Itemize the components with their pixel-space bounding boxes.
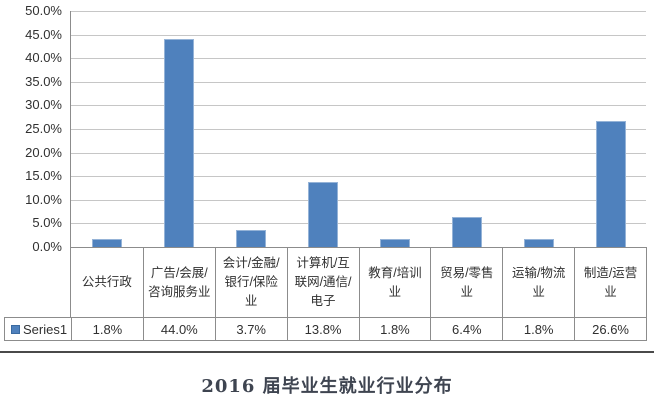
y-tick-label: 30.0% xyxy=(25,97,62,113)
value-cell-3: 13.8% xyxy=(286,318,359,340)
y-tick-label: 40.0% xyxy=(25,50,62,66)
value-cell-5: 6.4% xyxy=(430,318,502,340)
series-color-swatch-icon xyxy=(11,324,20,334)
y-axis-labels: 50.0% 45.0% 40.0% 35.0% 30.0% 25.0% 20.0% 15.0%… xyxy=(0,0,62,260)
bar-7 xyxy=(596,121,626,247)
category-label-6: 运输/物流业 xyxy=(502,248,574,317)
bar-5 xyxy=(452,217,482,247)
legend-label: Series1 xyxy=(23,321,68,337)
category-axis-row: 公共行政 广告/会展/咨询服务业 会计/金融/银行/保险业 计算机/互联网/通信/电子… xyxy=(70,247,647,317)
value-cell-7: 26.6% xyxy=(574,318,646,340)
category-label-2: 会计/金融/银行/保险业 xyxy=(214,248,287,317)
bar-4 xyxy=(380,239,410,247)
value-cell-6: 1.8% xyxy=(502,318,574,340)
gridline xyxy=(71,58,646,59)
bar-1 xyxy=(164,39,194,247)
gridline xyxy=(71,105,646,106)
y-tick-label: 35.0% xyxy=(25,73,62,89)
gridline xyxy=(71,129,646,130)
category-label-4: 教育/培训业 xyxy=(358,248,431,317)
y-tick-label: 25.0% xyxy=(25,121,62,136)
category-label-1: 广告/会展/咨询服务业 xyxy=(142,248,215,317)
gridline xyxy=(71,223,646,224)
bar-0 xyxy=(92,239,122,247)
y-tick-label: 15.0% xyxy=(25,168,62,184)
y-tick-label: 50.0% xyxy=(25,3,62,18)
bar-3 xyxy=(308,182,338,247)
gridline xyxy=(71,35,646,36)
gridline xyxy=(71,176,646,177)
value-cell-2: 3.7% xyxy=(214,318,287,340)
category-label-0: 公共行政 xyxy=(81,275,132,289)
value-cell-0: 1.8% xyxy=(71,318,143,340)
legend-entry: Series1 xyxy=(5,318,71,340)
gridline xyxy=(71,200,646,201)
chart-title: 2016 届毕业生就业行业分布 xyxy=(201,376,453,397)
value-cell-1: 44.0% xyxy=(142,318,215,340)
bar-2 xyxy=(236,230,266,247)
y-tick-label: 45.0% xyxy=(25,26,62,42)
gridline xyxy=(71,11,646,12)
gridline xyxy=(71,82,646,83)
gridline xyxy=(71,153,646,154)
category-label-5: 贸易/零售业 xyxy=(430,248,502,317)
category-label-7: 制造/运营业 xyxy=(574,248,646,317)
y-tick-label: 10.0% xyxy=(25,191,62,207)
value-cell-4: 1.8% xyxy=(358,318,431,340)
data-table-row: Series1 1.8% 44.0% 3.7% 13.8% 1.8% 6.4% 1.8% 26… xyxy=(4,317,647,341)
y-tick-label: 20.0% xyxy=(25,144,62,160)
document-divider xyxy=(0,351,654,353)
plot-area xyxy=(70,11,646,247)
y-tick-label: 5.0% xyxy=(32,215,62,231)
y-tick-label: 0.0% xyxy=(32,239,62,254)
category-label-3: 计算机/互联网/通信/电子 xyxy=(286,248,359,317)
bar-6 xyxy=(524,239,554,247)
